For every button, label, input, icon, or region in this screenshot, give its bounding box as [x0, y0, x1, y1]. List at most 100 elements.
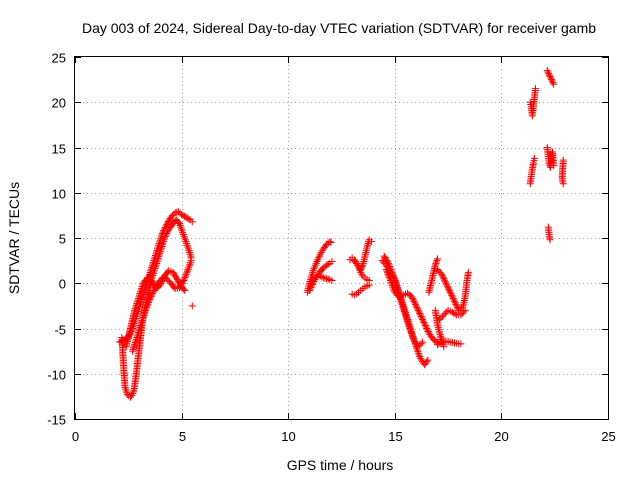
data-point: [546, 73, 554, 81]
data-point: [122, 387, 130, 395]
data-point: [442, 279, 450, 287]
data-point: [145, 297, 153, 305]
series-track-c: [122, 267, 189, 351]
data-point: [316, 272, 324, 280]
data-point: [146, 294, 154, 302]
x-axis: 0 5 10 15 20 25: [72, 57, 616, 444]
data-point: [383, 269, 391, 277]
data-point: [135, 293, 143, 301]
data-point: [144, 299, 152, 307]
data-point: [116, 338, 124, 346]
data-point: [413, 303, 421, 311]
data-point: [141, 306, 149, 314]
data-point: [440, 275, 448, 283]
data-point: [164, 219, 172, 227]
data-point: [408, 331, 416, 339]
data-point: [148, 291, 156, 299]
series-track-g: [308, 272, 336, 285]
data-point: [440, 311, 448, 319]
data-point: [415, 351, 423, 359]
data-point: [180, 285, 188, 293]
data-point: [164, 218, 172, 226]
data-point: [131, 339, 139, 347]
data-point: [408, 293, 416, 301]
data-point: [306, 285, 314, 293]
data-point: [415, 308, 423, 316]
data-point: [132, 301, 140, 309]
data-point: [546, 236, 554, 244]
data-point: [311, 273, 319, 281]
data-point: [152, 284, 160, 292]
data-point: [406, 325, 414, 332]
data-point: [388, 282, 396, 290]
data-point: [180, 275, 188, 283]
data-point: [177, 281, 185, 289]
data-point: [409, 296, 417, 304]
data-point: [169, 268, 177, 276]
data-point: [311, 263, 319, 271]
data-point: [129, 347, 137, 355]
data-point: [416, 309, 424, 317]
data-point: [184, 245, 192, 253]
data-point: [147, 267, 155, 275]
data-point: [158, 229, 166, 237]
data-point: [131, 340, 139, 348]
data-point: [162, 222, 170, 230]
data-point: [182, 238, 190, 246]
data-point: [180, 212, 188, 220]
data-point: [133, 300, 141, 308]
y-tick-label: -15: [47, 413, 66, 428]
data-point: [159, 228, 167, 236]
data-point: [317, 248, 325, 256]
data-point: [423, 358, 431, 366]
data-point: [411, 300, 419, 308]
data-point: [457, 340, 465, 348]
data-point: [355, 265, 363, 273]
data-point: [133, 332, 141, 340]
data-point: [412, 302, 420, 310]
data-point: [134, 330, 142, 338]
data-point: [187, 252, 195, 260]
data-point: [356, 267, 364, 275]
data-point: [416, 311, 424, 319]
data-point: [387, 278, 395, 286]
data-point: [419, 315, 427, 323]
data-point: [548, 77, 556, 85]
data-point: [126, 393, 134, 401]
data-point: [130, 344, 138, 352]
data-point: [183, 241, 191, 249]
data-point: [183, 239, 191, 247]
data-point: [148, 262, 156, 270]
data-point: [405, 321, 413, 329]
data-point: [315, 252, 323, 260]
data-point: [186, 250, 194, 258]
data-point: [392, 290, 400, 298]
plot-frame: [74, 56, 609, 420]
data-point: [135, 325, 143, 333]
grid-lines: [75, 57, 608, 419]
data-point: [460, 308, 468, 316]
data-point: [404, 319, 412, 327]
data-point: [138, 284, 146, 292]
data-point: [403, 316, 411, 324]
data-point: [309, 267, 317, 275]
series-track-n: [425, 255, 448, 351]
data-point: [188, 218, 196, 226]
y-tick-label: 20: [52, 96, 66, 111]
series-track-j: [350, 257, 373, 285]
data-point: [400, 306, 408, 314]
data-point: [147, 293, 155, 301]
data-point: [165, 216, 173, 224]
data-point: [384, 270, 392, 278]
data-point: [420, 318, 428, 326]
y-axis: -15 -10 -5 0 5 10 15 20 25: [47, 51, 608, 428]
data-point: [364, 239, 372, 247]
data-point: [181, 286, 189, 294]
series-track-m: [382, 266, 441, 346]
data-point: [163, 220, 171, 228]
y-tick-label: 5: [59, 232, 66, 247]
data-point: [414, 306, 422, 314]
data-point: [313, 258, 321, 266]
data-point: [318, 273, 326, 281]
data-point: [450, 309, 458, 317]
